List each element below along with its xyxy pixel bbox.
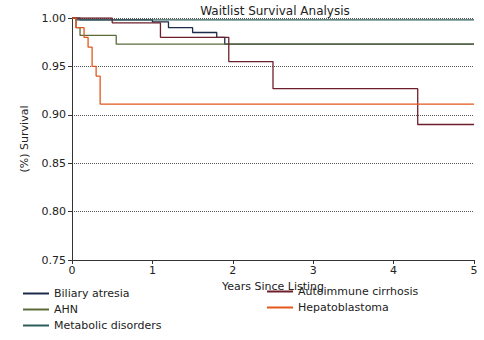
svg-text:(%) Survival: (%) Survival [18,106,31,173]
svg-text:2: 2 [229,264,236,277]
svg-text:Waitlist Survival Analysis: Waitlist Survival Analysis [200,4,350,18]
svg-text:0.85: 0.85 [42,157,67,170]
svg-text:Biliary atresia: Biliary atresia [54,287,130,300]
svg-text:5: 5 [471,264,478,277]
svg-text:Hepatoblastoma: Hepatoblastoma [298,301,389,314]
svg-text:Years Since Listing: Years Since Listing [222,279,324,293]
svg-text:0.90: 0.90 [42,108,67,121]
svg-text:4: 4 [390,264,397,277]
svg-text:0: 0 [69,264,76,277]
svg-text:1: 1 [149,264,156,277]
svg-text:Autoimmune cirrhosis: Autoimmune cirrhosis [298,285,418,298]
svg-text:0.95: 0.95 [42,60,67,73]
svg-text:0.75: 0.75 [42,254,67,267]
svg-text:3: 3 [310,264,317,277]
svg-text:1.00: 1.00 [42,12,67,25]
svg-text:AHN: AHN [54,303,78,316]
svg-text:0.80: 0.80 [42,205,67,218]
svg-text:Metabolic disorders: Metabolic disorders [54,319,162,332]
